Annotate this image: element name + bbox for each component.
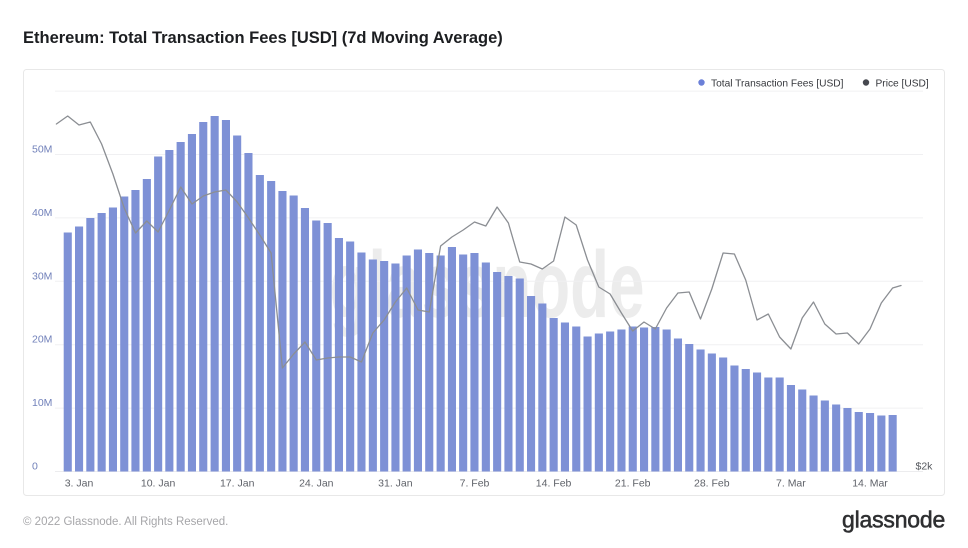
svg-text:14. Feb: 14. Feb xyxy=(536,478,572,490)
svg-text:21. Feb: 21. Feb xyxy=(615,478,651,490)
svg-text:28. Feb: 28. Feb xyxy=(694,478,730,490)
svg-text:24. Jan: 24. Jan xyxy=(299,478,334,490)
svg-text:7. Mar: 7. Mar xyxy=(776,478,806,490)
svg-text:glassnode: glassnode xyxy=(842,507,945,533)
svg-text:$2k: $2k xyxy=(916,461,934,473)
svg-text:7. Feb: 7. Feb xyxy=(460,478,490,490)
svg-text:© 2022 Glassnode. All Rights R: © 2022 Glassnode. All Rights Reserved. xyxy=(23,516,228,528)
svg-text:3. Jan: 3. Jan xyxy=(65,478,94,490)
svg-text:20M: 20M xyxy=(32,334,52,346)
svg-text:10. Jan: 10. Jan xyxy=(141,478,176,490)
svg-text:17. Jan: 17. Jan xyxy=(220,478,255,490)
svg-text:40M: 40M xyxy=(32,207,52,219)
svg-text:14. Mar: 14. Mar xyxy=(852,478,888,490)
svg-text:Price [USD]: Price [USD] xyxy=(876,79,929,90)
svg-text:50M: 50M xyxy=(32,144,52,156)
svg-text:10M: 10M xyxy=(32,397,52,409)
svg-text:0: 0 xyxy=(32,461,38,473)
svg-text:Total Transaction Fees [USD]: Total Transaction Fees [USD] xyxy=(711,79,844,90)
svg-text:Ethereum: Total Transaction Fe: Ethereum: Total Transaction Fees [USD] (… xyxy=(23,29,503,47)
svg-text:30M: 30M xyxy=(32,270,52,282)
svg-text:31. Jan: 31. Jan xyxy=(378,478,413,490)
